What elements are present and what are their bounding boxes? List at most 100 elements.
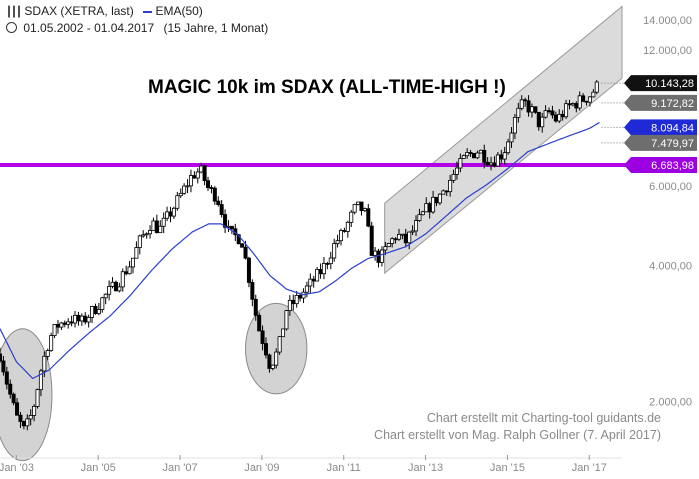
candle: [219, 200, 224, 218]
credit-tool: Chart erstellt mit Charting-tool guidant…: [426, 411, 661, 425]
candle: [482, 144, 487, 169]
candle-body: [8, 383, 13, 395]
candle: [332, 238, 337, 262]
candle-body: [345, 221, 350, 232]
series-label: SDAX (XETRA, last): [24, 4, 134, 18]
candle-body: [328, 257, 333, 265]
candle-body: [581, 95, 586, 102]
candle: [103, 293, 108, 305]
candle-body: [42, 355, 47, 372]
candle: [148, 225, 153, 239]
candle-body: [260, 330, 265, 344]
candle-body: [516, 107, 521, 118]
candle-body: [536, 111, 541, 128]
candle-body: [199, 165, 204, 173]
candle: [414, 215, 419, 236]
candle-body: [461, 155, 466, 159]
candle-body: [373, 250, 378, 256]
candle-body: [424, 203, 429, 213]
price-tag-shape: [624, 119, 697, 136]
candle-body: [49, 335, 54, 351]
candle-body: [444, 190, 449, 193]
candle: [594, 80, 599, 95]
candle-body: [96, 309, 101, 315]
candle: [294, 290, 299, 308]
candle-body: [369, 225, 374, 256]
candle-body: [165, 211, 170, 219]
candle: [512, 113, 517, 140]
candle: [581, 93, 586, 103]
candle-body: [212, 187, 217, 202]
candle-body: [509, 132, 514, 143]
candle-body: [386, 243, 391, 248]
candle: [110, 277, 115, 289]
candle-body: [103, 293, 108, 299]
candle-body: [529, 106, 534, 113]
candle: [55, 319, 60, 334]
candle-body: [100, 297, 105, 310]
candle: [90, 305, 95, 324]
candle-body: [52, 324, 57, 336]
candle-body: [342, 230, 347, 232]
candle-body: [130, 257, 135, 268]
candle-body: [38, 370, 43, 391]
candle: [321, 257, 326, 280]
y-tick-label: 2.000,00: [649, 397, 692, 409]
candle: [495, 152, 500, 167]
candle-body: [390, 238, 395, 244]
price-tag-label: 10.143,28: [645, 78, 694, 90]
price-tag-shape: [624, 75, 697, 92]
candle: [240, 243, 245, 248]
candle-body: [434, 196, 439, 204]
candle: [301, 288, 306, 304]
candle-body: [168, 211, 173, 217]
x-tick-label: Jan '07: [162, 462, 197, 474]
price-tag-label: 9.172,82: [651, 98, 694, 110]
candle-body: [287, 299, 292, 311]
candle-body: [192, 175, 197, 179]
candle: [260, 325, 265, 351]
candle-body: [414, 220, 419, 232]
price-tag-blue: 8.094,84: [624, 119, 697, 136]
candle-body: [482, 149, 487, 163]
candle: [519, 95, 524, 111]
candle: [383, 241, 388, 256]
candle-body: [420, 211, 425, 216]
candle-body: [219, 204, 224, 215]
candle-body: [127, 266, 132, 275]
trend-channel: [384, 5, 623, 275]
candle-body: [90, 306, 95, 318]
candle: [107, 280, 112, 301]
candle-body: [1, 360, 6, 373]
candle-body: [281, 328, 286, 338]
price-tag-gray: 9.172,82: [624, 94, 697, 111]
candle-body: [448, 179, 453, 193]
candle: [151, 217, 156, 231]
candle-body: [55, 324, 60, 328]
candle: [32, 404, 37, 422]
candle: [182, 183, 187, 195]
candle: [171, 206, 176, 219]
candle-body: [195, 171, 200, 179]
candle: [79, 313, 84, 326]
ema-legend-swatch: [143, 10, 153, 13]
candle-body: [257, 314, 262, 332]
candle: [38, 368, 43, 397]
candle: [69, 315, 74, 327]
candle: [62, 320, 67, 328]
candle: [59, 321, 64, 330]
candle-body: [229, 225, 234, 230]
candle-body: [274, 351, 279, 366]
candle-body: [120, 271, 125, 288]
candle-body: [93, 306, 98, 315]
candle-body: [175, 195, 180, 209]
candle: [0, 347, 3, 363]
candle: [158, 220, 163, 234]
candle-body: [270, 364, 275, 369]
candle: [137, 234, 142, 255]
candle: [352, 203, 357, 215]
price-tag-label: 8.094,84: [651, 122, 694, 134]
candle: [410, 225, 415, 236]
candle: [35, 388, 40, 409]
